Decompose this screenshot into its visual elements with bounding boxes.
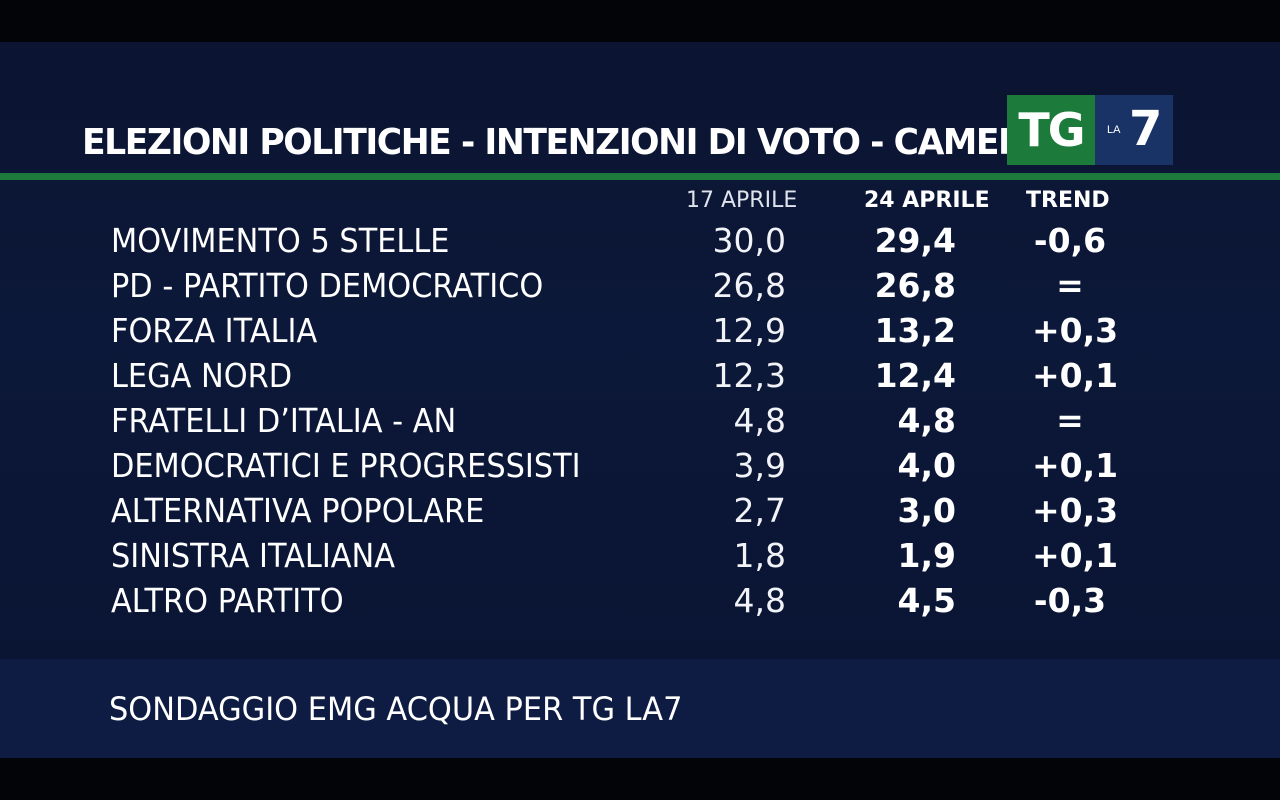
value-curr: 13,2 bbox=[874, 311, 956, 350]
value-prev: 12,9 bbox=[712, 311, 786, 350]
table-row: SINISTRA ITALIANA 1,8 1,9 +0,1 bbox=[0, 534, 1280, 579]
value-prev: 4,8 bbox=[733, 401, 786, 440]
logo-tg-block: TG bbox=[1007, 95, 1095, 165]
value-prev: 3,9 bbox=[733, 446, 786, 485]
column-header-prev: 17 APRILE bbox=[686, 188, 798, 213]
page-title: ELEZIONI POLITICHE - INTENZIONI DI VOTO … bbox=[82, 122, 1050, 163]
value-curr: 4,8 bbox=[897, 401, 956, 440]
value-trend: -0,3 bbox=[1033, 581, 1107, 620]
value-curr: 29,4 bbox=[874, 221, 956, 260]
value-prev: 2,7 bbox=[733, 491, 786, 530]
table-row: DEMOCRATICI E PROGRESSISTI 3,9 4,0 +0,1 bbox=[0, 444, 1280, 489]
table-row: PD - PARTITO DEMOCRATICO 26,8 26,8 = bbox=[0, 264, 1280, 309]
party-name: MOVIMENTO 5 STELLE bbox=[111, 221, 450, 260]
value-trend: = bbox=[1056, 401, 1084, 440]
logo-la7-block: LA 7 bbox=[1095, 95, 1173, 165]
column-header-curr: 24 APRILE bbox=[864, 188, 990, 213]
party-name: ALTERNATIVA POPOLARE bbox=[111, 491, 485, 530]
party-name: SINISTRA ITALIANA bbox=[111, 536, 396, 575]
value-curr: 26,8 bbox=[874, 266, 956, 305]
value-curr: 4,0 bbox=[897, 446, 956, 485]
table-row: MOVIMENTO 5 STELLE 30,0 29,4 -0,6 bbox=[0, 219, 1280, 264]
party-name: DEMOCRATICI E PROGRESSISTI bbox=[111, 446, 581, 485]
value-prev: 26,8 bbox=[712, 266, 786, 305]
party-name: ALTRO PARTITO bbox=[111, 581, 344, 620]
value-trend: -0,6 bbox=[1033, 221, 1107, 260]
tg-la7-logo: TG LA 7 bbox=[1007, 95, 1173, 165]
value-trend: +0,1 bbox=[1032, 536, 1119, 575]
party-name: FORZA ITALIA bbox=[111, 311, 318, 350]
value-trend: +0,1 bbox=[1032, 356, 1119, 395]
table-row: LEGA NORD 12,3 12,4 +0,1 bbox=[0, 354, 1280, 399]
poll-table: MOVIMENTO 5 STELLE 30,0 29,4 -0,6 PD - P… bbox=[0, 219, 1280, 624]
source-caption: SONDAGGIO EMG ACQUA PER TG LA7 bbox=[109, 690, 683, 728]
value-trend: +0,3 bbox=[1032, 311, 1119, 350]
value-prev: 4,8 bbox=[733, 581, 786, 620]
value-curr: 3,0 bbox=[897, 491, 956, 530]
table-row: ALTRO PARTITO 4,8 4,5 -0,3 bbox=[0, 579, 1280, 624]
value-prev: 1,8 bbox=[733, 536, 786, 575]
logo-seven-text: 7 bbox=[1129, 101, 1163, 157]
value-curr: 12,4 bbox=[874, 356, 956, 395]
table-row: FORZA ITALIA 12,9 13,2 +0,3 bbox=[0, 309, 1280, 354]
party-name: PD - PARTITO DEMOCRATICO bbox=[111, 266, 544, 305]
broadcast-frame: ELEZIONI POLITICHE - INTENZIONI DI VOTO … bbox=[0, 42, 1280, 758]
table-row: FRATELLI D’ITALIA - AN 4,8 4,8 = bbox=[0, 399, 1280, 444]
party-name: FRATELLI D’ITALIA - AN bbox=[111, 401, 457, 440]
value-prev: 12,3 bbox=[712, 356, 786, 395]
logo-la-text: LA bbox=[1107, 124, 1121, 136]
value-curr: 1,9 bbox=[897, 536, 956, 575]
value-prev: 30,0 bbox=[712, 221, 786, 260]
footer-band bbox=[0, 659, 1280, 758]
value-curr: 4,5 bbox=[897, 581, 956, 620]
table-row: ALTERNATIVA POPOLARE 2,7 3,0 +0,3 bbox=[0, 489, 1280, 534]
value-trend: = bbox=[1056, 266, 1084, 305]
title-divider bbox=[0, 173, 1280, 180]
value-trend: +0,3 bbox=[1032, 491, 1119, 530]
column-header-trend: TREND bbox=[1026, 188, 1110, 213]
value-trend: +0,1 bbox=[1032, 446, 1119, 485]
party-name: LEGA NORD bbox=[111, 356, 293, 395]
